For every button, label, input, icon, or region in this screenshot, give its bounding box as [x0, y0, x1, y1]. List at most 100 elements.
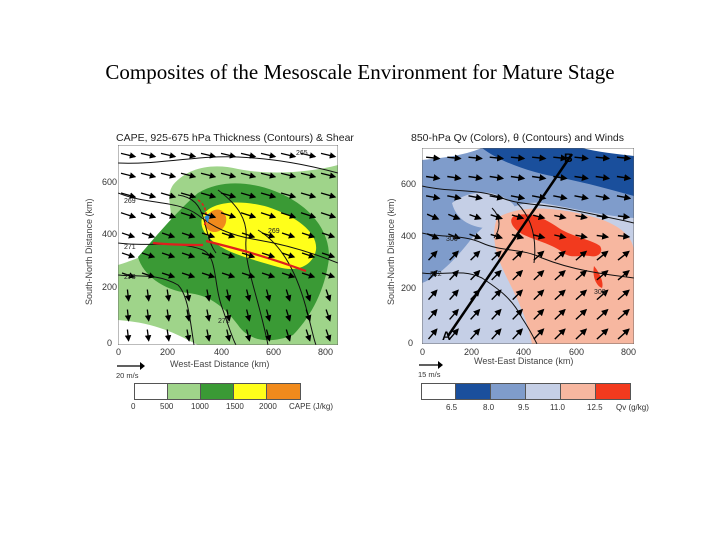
- right-wind-arrow: [596, 213, 610, 221]
- left-wind-arrow: [300, 212, 317, 219]
- left-wind-arrow: [244, 309, 252, 322]
- left-wind-arrow: [281, 252, 296, 259]
- right-wind-arrow: [575, 232, 588, 240]
- right-wind-arrow: [426, 154, 441, 162]
- left-wind-arrow: [300, 192, 317, 199]
- right-wind-arrow: [595, 193, 611, 201]
- left-wind-arrow: [224, 309, 232, 322]
- left-wind-arrow: [144, 289, 152, 302]
- right-wind-arrow: [617, 328, 630, 340]
- left-wind-arrow: [140, 172, 157, 179]
- right-wind-arrow: [617, 308, 630, 320]
- right-wind-arrow: [575, 213, 588, 221]
- left-wind-arrow: [241, 252, 256, 259]
- left-wind-arrow: [261, 232, 276, 239]
- left-wind-arrow: [300, 152, 317, 159]
- left-wind-arrow: [325, 329, 332, 342]
- left-wind-arrow: [120, 152, 137, 159]
- left-wind-arrow: [141, 232, 156, 239]
- left-contour-label: 273: [124, 274, 136, 281]
- left-wind-arrow: [241, 272, 256, 279]
- left-wind-arrow: [180, 212, 197, 219]
- left-contour-label: 271: [124, 244, 136, 251]
- left-wind-arrow: [221, 232, 236, 239]
- right-wind-arrow: [554, 250, 566, 261]
- left-wind-arrow: [321, 252, 336, 259]
- left-wind-arrow: [120, 212, 137, 219]
- left-wind-arrow: [120, 172, 137, 179]
- right-wind-arrow: [616, 174, 632, 182]
- left-wind-arrow: [200, 212, 217, 219]
- right-wind-arrow: [427, 308, 438, 320]
- left-wind-arrow: [200, 152, 217, 159]
- qv-red-tail: [593, 266, 603, 288]
- left-wind-arrow: [301, 232, 316, 239]
- left-wind-arrow: [144, 329, 152, 342]
- left-wind-arrow: [325, 289, 332, 302]
- right-wind-arrow: [491, 308, 502, 320]
- right-wind-arrow: [533, 269, 545, 281]
- left-vector-scale-label: 20 m/s: [116, 371, 139, 380]
- right-wind-arrow: [469, 213, 482, 220]
- right-wind-arrow: [575, 328, 588, 340]
- right-contour-label: 312: [430, 271, 442, 278]
- left-wind-arrow: [160, 192, 177, 199]
- right-x-tick: 400: [516, 347, 532, 357]
- left-wind-arrow: [161, 232, 176, 239]
- shear-red-dashed: [197, 199, 207, 228]
- right-wind-arrow: [617, 270, 630, 281]
- right-wind-arrow: [595, 154, 611, 162]
- right-wind-arrow: [512, 328, 524, 340]
- left-wind-arrow: [140, 152, 157, 159]
- right-wind-arrow: [532, 213, 546, 221]
- left-wind-arrow: [220, 192, 237, 199]
- left-wind-arrow: [280, 152, 297, 159]
- left-x-tick: 0: [116, 347, 122, 357]
- right-x-axis-label: West-East Distance (km): [474, 356, 574, 366]
- left-wind-arrow: [180, 172, 197, 179]
- left-colorbar-label: 2000: [259, 402, 277, 411]
- right-wind-arrow: [512, 269, 524, 281]
- right-wind-arrow: [595, 174, 611, 182]
- right-wind-arrow: [596, 308, 609, 320]
- right-wind-arrow: [427, 269, 438, 281]
- left-wind-arrow: [224, 329, 232, 342]
- left-wind-arrow: [325, 309, 332, 322]
- right-wind-arrow: [554, 213, 567, 221]
- left-wind-arrow: [164, 289, 172, 302]
- right-panel-title: 850-hPa Qv (Colors), θ (Contours) and Wi…: [411, 132, 624, 144]
- left-wind-arrow: [240, 192, 257, 199]
- right-wind-arrow: [617, 289, 630, 301]
- left-wind-arrow: [321, 232, 336, 239]
- right-wind-arrow: [449, 269, 459, 281]
- left-x-tick: 400: [214, 347, 230, 357]
- right-wind-arrow: [489, 193, 505, 201]
- left-wind-arrow: [320, 192, 337, 199]
- left-wind-arrow: [120, 192, 137, 199]
- left-wind-arrow: [224, 289, 232, 302]
- left-wind-arrow: [124, 289, 132, 302]
- slide-title: Composites of the Mesoscale Environment …: [105, 60, 615, 84]
- right-wind-arrow: [511, 232, 525, 240]
- left-panel-title: CAPE, 925-675 hPa Thickness (Contours) &…: [116, 132, 354, 144]
- right-wind-arrow: [491, 328, 502, 340]
- right-wind-arrow: [532, 154, 547, 162]
- right-wind-arrow: [533, 328, 545, 340]
- right-wind-arrow: [574, 174, 589, 182]
- left-colorbar-label: 500: [160, 402, 174, 411]
- left-wind-arrow: [141, 252, 156, 259]
- right-colorbar: [421, 383, 631, 400]
- right-wind-arrow: [491, 250, 502, 261]
- left-wind-arrow: [285, 309, 292, 322]
- left-colorbar-label: 1500: [226, 402, 244, 411]
- left-wind-arrow: [285, 289, 292, 302]
- right-wind-arrow: [490, 232, 504, 240]
- right-wind-arrow: [510, 193, 526, 201]
- qv-white-corner: [582, 148, 634, 156]
- right-wind-arrow: [512, 250, 524, 261]
- right-wind-arrow: [448, 233, 461, 240]
- right-wind-arrow: [468, 154, 483, 162]
- right-wind-arrow: [470, 250, 481, 261]
- right-wind-arrow: [448, 213, 461, 220]
- left-wind-arrow: [204, 329, 212, 342]
